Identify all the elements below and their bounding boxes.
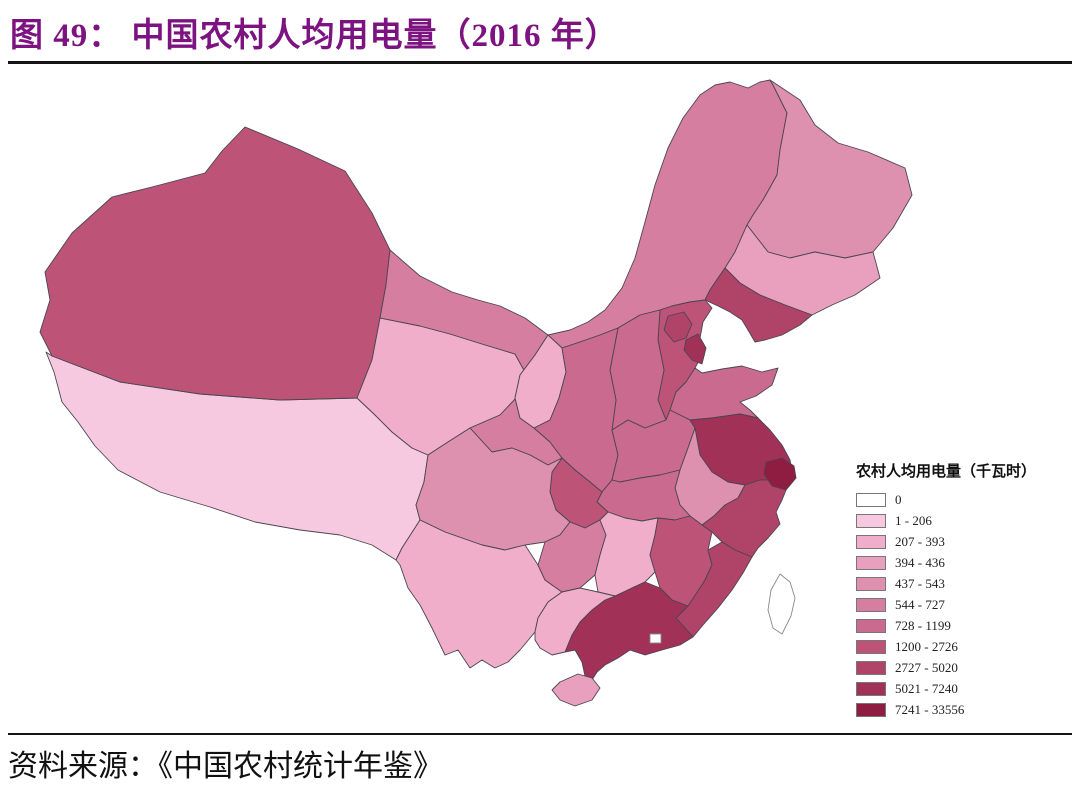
province-hunan <box>594 511 659 597</box>
legend-item-label: 728 - 1199 <box>895 617 951 633</box>
province-hainan <box>551 673 601 707</box>
legend-color-swatch <box>856 618 886 633</box>
legend-item: 7241 - 33556 <box>856 699 1076 720</box>
legend-color-swatch <box>856 534 886 549</box>
province-yunnan <box>395 519 563 669</box>
legend-item: 437 - 543 <box>856 573 1076 594</box>
legend-item: 207 - 393 <box>856 531 1076 552</box>
legend-item-label: 394 - 436 <box>895 554 945 570</box>
legend-item: 544 - 727 <box>856 594 1076 615</box>
legend-item-label: 544 - 727 <box>895 596 945 612</box>
legend-color-swatch <box>856 492 886 507</box>
legend-color-swatch <box>856 597 886 612</box>
province-shanghai <box>763 457 797 491</box>
legend-item-label: 5021 - 7240 <box>895 680 958 696</box>
legend-color-swatch <box>856 702 886 717</box>
legend-item-label: 1 - 206 <box>895 512 932 528</box>
legend-item-label: 437 - 543 <box>895 575 945 591</box>
legend-color-swatch <box>856 555 886 570</box>
province-taiwan <box>767 573 796 635</box>
title-divider-line <box>8 61 1072 64</box>
legend-item-label: 2727 - 5020 <box>895 659 958 675</box>
footer-divider-line <box>8 733 1072 735</box>
legend-color-swatch <box>856 513 886 528</box>
province-xinjiang <box>39 126 391 401</box>
province-beijing <box>663 311 693 343</box>
legend-color-swatch <box>856 576 886 591</box>
figure-title: 图 49： 中国农村人均用电量（2016 年） <box>10 18 619 54</box>
legend-item: 5021 - 7240 <box>856 678 1076 699</box>
legend-item: 728 - 1199 <box>856 615 1076 636</box>
province-guangxi <box>534 587 619 656</box>
legend-color-swatch <box>856 660 886 675</box>
legend-item: 1 - 206 <box>856 510 1076 531</box>
source-note: 资料来源：《中国农村统计年鉴》 <box>8 750 443 783</box>
legend-rows: 0 1 - 206 207 - 393 394 - 436 437 - 543 … <box>856 489 1076 720</box>
legend-item-label: 1200 - 2726 <box>895 638 958 654</box>
legend-item-label: 207 - 393 <box>895 533 945 549</box>
legend-item: 1200 - 2726 <box>856 636 1076 657</box>
legend-color-swatch <box>856 681 886 696</box>
legend-title: 农村人均用电量（千瓦时） <box>856 464 1037 480</box>
legend-item: 2727 - 5020 <box>856 657 1076 678</box>
legend-item-label: 0 <box>895 491 902 507</box>
legend-item: 0 <box>856 489 1076 510</box>
map-legend: 农村人均用电量（千瓦时） 0 1 - 206 207 - 393 394 - 4… <box>856 460 1076 720</box>
legend-item-label: 7241 - 33556 <box>895 701 965 717</box>
province-liaoning <box>704 267 813 343</box>
province-tianjin <box>683 333 707 365</box>
legend-color-swatch <box>856 639 886 654</box>
hongkong-nodata-square <box>649 633 662 644</box>
legend-item: 394 - 436 <box>856 552 1076 573</box>
